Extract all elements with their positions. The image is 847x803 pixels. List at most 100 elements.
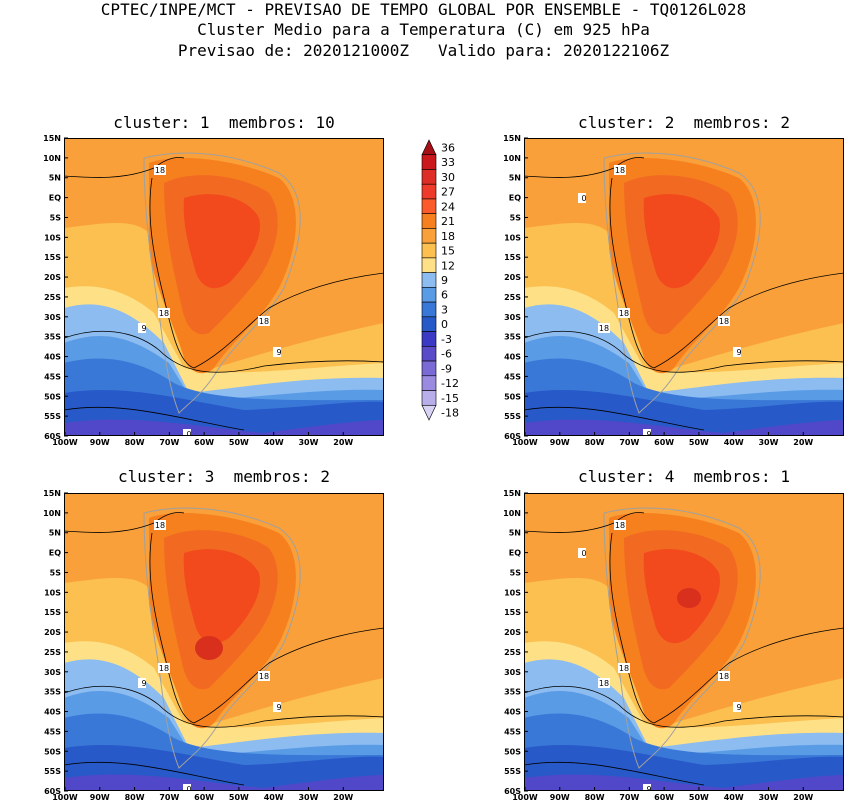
contour-label: 0 <box>186 430 191 436</box>
contour-label-bg <box>273 702 281 712</box>
map-frame <box>64 138 384 436</box>
lon-tick-label: 30W <box>298 438 318 447</box>
colorbar-swatch <box>421 287 437 303</box>
colorbar-swatch <box>421 198 437 214</box>
lon-tick-label: 20W <box>793 793 813 802</box>
lat-tick-label: 45S <box>504 372 521 381</box>
contour-label-bg <box>273 347 281 357</box>
lat-tick-label: 40S <box>504 353 521 362</box>
lat-tick-label: 20S <box>44 273 61 282</box>
lat-tick-label: 50S <box>504 392 521 401</box>
isotherm-contour <box>64 406 245 431</box>
contour-label-bg <box>718 316 730 326</box>
colorbar-label: 9 <box>441 274 448 287</box>
contour-label: 18 <box>719 672 729 681</box>
colorbar-swatch <box>421 242 437 259</box>
contour-label-bg <box>154 165 166 175</box>
lat-tick-label: 30S <box>504 313 521 322</box>
lat-tick-label: 15S <box>44 253 61 262</box>
colorbar-swatch <box>421 301 437 318</box>
contour-label: 18 <box>599 679 609 688</box>
colorbar-swatch <box>421 404 437 421</box>
lon-tick-label: 60W <box>654 438 674 447</box>
lon-tick-label: 100W <box>512 438 538 447</box>
lat-tick-label: 45S <box>504 727 521 736</box>
lat-tick-label: 30S <box>504 668 521 677</box>
colorbar-swatch <box>421 213 437 229</box>
contour-label-bg <box>614 165 626 175</box>
isotherm-contour <box>524 512 645 533</box>
colorbar-label: 30 <box>441 171 455 184</box>
isotherm-contour <box>524 330 844 373</box>
temperature-band <box>524 774 844 791</box>
lon-tick-label: 60W <box>194 793 214 802</box>
lat-tick-label: 20S <box>504 273 521 282</box>
map-frame <box>64 493 384 791</box>
colorbar-label: 12 <box>441 259 455 272</box>
contour-label: 9 <box>276 348 281 357</box>
isotherm-contour <box>64 157 185 178</box>
lat-tick-label: 15N <box>503 489 521 498</box>
lat-tick-label: 35S <box>44 333 61 342</box>
lat-tick-label: 30S <box>44 313 61 322</box>
isotherm-contour <box>609 177 655 369</box>
contour-label-bg <box>718 671 730 681</box>
lon-tick-label: 40W <box>724 438 744 447</box>
panel-title-4: cluster: 4 membros: 1 <box>578 467 790 486</box>
lon-tick-label: 60W <box>194 438 214 447</box>
contour-label: 18 <box>259 672 269 681</box>
contour-label: 9 <box>736 348 741 357</box>
isotherm-contour <box>609 532 655 724</box>
contour-label: 0 <box>186 785 191 791</box>
contour-label-bg <box>158 308 170 318</box>
lon-tick-label: 50W <box>689 793 709 802</box>
colorbar-swatch <box>421 228 437 244</box>
lat-tick-label: 35S <box>504 333 521 342</box>
lat-tick-label: 55S <box>504 412 521 421</box>
lon-tick-label: 50W <box>689 438 709 447</box>
lat-tick-label: 55S <box>44 767 61 776</box>
lon-tick-label: 40W <box>264 438 284 447</box>
lat-tick-label: 10N <box>43 509 61 518</box>
lat-tick-label: 10S <box>44 588 61 597</box>
isotherm-contour <box>653 627 844 724</box>
colorbar-swatch <box>421 139 437 156</box>
lat-tick-label: 60S <box>504 787 521 796</box>
colorbar-swatch <box>421 183 437 200</box>
colorbar-label: -9 <box>441 362 452 375</box>
contour-label: 9 <box>141 679 146 688</box>
map-panel-2: 18 18 18 18 9 9 0 <box>524 138 844 436</box>
isotherm-contour <box>64 512 185 533</box>
temperature-band <box>524 419 844 436</box>
lat-tick-label: 55S <box>44 412 61 421</box>
contour-label-bg <box>258 671 270 681</box>
colorbar-swatch <box>421 272 437 288</box>
lat-tick-label: EQ <box>49 549 61 558</box>
lon-tick-label: 90W <box>90 438 110 447</box>
lon-tick-label: 30W <box>758 793 778 802</box>
colorbar-swatch <box>421 375 437 391</box>
lat-tick-label: 5S <box>50 213 62 222</box>
colorbar-label: 18 <box>441 230 455 243</box>
lat-tick-label: 10N <box>503 154 521 163</box>
map-panel-1: 18 18 18 9 9 0 <box>64 138 384 436</box>
contour-label-bg <box>614 520 626 530</box>
south-america-coastline <box>143 152 301 414</box>
contour-label-bg <box>183 784 191 791</box>
contour-label: 18 <box>619 664 629 673</box>
lat-tick-label: 5N <box>509 174 521 183</box>
colorbar-swatch <box>421 360 437 377</box>
isotherm-contour <box>149 532 195 724</box>
lat-tick-label: 25S <box>504 293 521 302</box>
colorbar-label: -15 <box>441 392 459 405</box>
lat-tick-label: 10N <box>503 509 521 518</box>
colorbar-label: 15 <box>441 245 455 258</box>
contour-label-bg <box>183 429 191 436</box>
warm-core-region <box>183 549 260 644</box>
panel-title-3: cluster: 3 membros: 2 <box>118 467 330 486</box>
lon-tick-label: 80W <box>125 793 145 802</box>
contour-label: 9 <box>646 785 651 791</box>
panel-title-1: cluster: 1 membros: 10 <box>113 113 335 132</box>
colorbar-swatch <box>421 331 437 347</box>
